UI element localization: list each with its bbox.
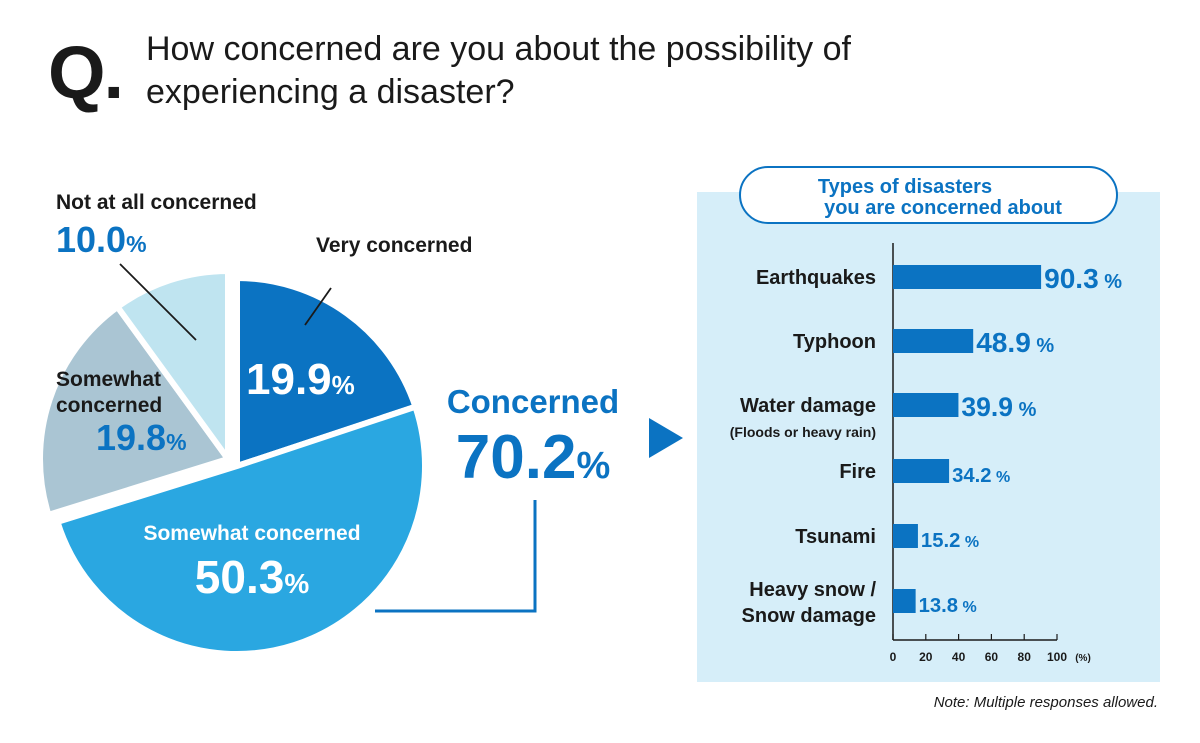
question-mark: Q. [48,31,124,114]
bar-2 [893,393,959,417]
label-not-at-all: Not at all concerned [56,191,257,214]
summary-value-unit: % [576,445,610,487]
value-somewhat-unconcerned: 19.8% [96,417,187,458]
summary-label: Concerned [447,383,619,420]
bar-value-label-0: 90.3 % [1044,263,1122,294]
bar-chart-title-line1: Types of disasters [818,176,992,198]
value-somewhat-concerned-unit: % [284,568,309,599]
value-somewhat-unconcerned-value: 19.8 [96,417,166,458]
pie-slice-somewhat-concerned [53,402,428,657]
bar-value-label-0-value: 90.3 [1044,263,1099,294]
bar-category-label-4: Tsunami [795,526,876,548]
question-text: How concerned are you about the possibil… [146,30,851,111]
label-very-concerned: Very concerned [316,234,472,257]
footnote: Note: Multiple responses allowed. [933,694,1158,711]
bar-5 [893,589,916,613]
bar-value-label-4-value: 15.2 [921,530,960,552]
bar-value-label-4-unit: % [960,534,979,551]
bar-category-sublabel-2: (Floods or heavy rain) [730,424,876,440]
summary-value: 70.2% [456,423,610,492]
bar-value-label-3-value: 34.2 [952,465,991,487]
label-somewhat-concerned: Somewhat concerned [143,522,360,545]
value-somewhat-concerned: 50.3% [195,551,310,603]
bar-value-label-3: 34.2 % [952,465,1010,487]
bar-value-label-4: 15.2 % [921,530,979,552]
value-very-concerned: 19.9% [246,355,355,404]
pie-chart [37,267,428,657]
bar-value-label-5-unit: % [958,599,977,616]
pie-labels: Not at all concerned 10.0% Very concerned 1… [56,191,472,603]
bar-x-tick-label-0: 0 [890,650,897,664]
bar-value-label-1: 48.9 % [976,327,1054,358]
bar-4 [893,524,918,548]
bar-value-label-1-value: 48.9 [976,327,1031,358]
value-somewhat-unconcerned-unit: % [166,429,186,455]
bar-3 [893,459,950,483]
arrow-icon [649,418,683,458]
bar-category-label-5-line2: Snow damage [742,605,876,627]
bar-x-tick-label-2: 40 [952,650,966,664]
leader-line-not-at-all [119,263,197,341]
bar-x-tick-label-5: 100 [1047,650,1067,664]
label-somewhat-unconcerned-line2: concerned [56,394,162,417]
bar-category-label-3: Fire [839,461,876,483]
bar-0 [893,265,1042,289]
bar-chart-title-box [739,166,1118,224]
bar-category-label-2: Water damage [740,395,876,417]
bar-x-tick-label-4: 80 [1018,650,1032,664]
bar-value-label-0-unit: % [1099,271,1123,293]
bar-x-tick-label-1: 20 [919,650,933,664]
value-somewhat-concerned-value: 50.3 [195,551,285,603]
bar-x-unit: (%) [1075,653,1091,664]
value-not-at-all: 10.0% [56,219,147,260]
bar-value-label-5: 13.8 % [919,595,977,617]
label-somewhat-unconcerned-line1: Somewhat [56,368,161,391]
value-not-at-all-value: 10.0 [56,219,126,260]
bar-x-tick-label-3: 60 [985,650,999,664]
bar-value-label-2-unit: % [1013,399,1037,421]
leader-line-very-concerned [304,287,332,326]
bar-value-label-5-value: 13.8 [919,595,958,617]
bar-chart-title-line2: you are concerned about [824,197,1062,219]
summary-bracket [375,500,537,613]
bar-value-label-3-unit: % [992,469,1011,486]
bar-category-label-1: Typhoon [793,331,876,353]
bar-1 [893,329,974,353]
pie-slice-not-at-all [113,267,231,469]
value-not-at-all-unit: % [126,231,146,257]
bar-category-label-0: Earthquakes [756,267,876,289]
bar-value-label-2: 39.9 % [961,392,1036,422]
value-very-concerned-unit: % [332,370,355,400]
pie-slice-somewhat-unconcerned [37,302,233,519]
bar-value-label-1-unit: % [1031,335,1055,357]
value-very-concerned-value: 19.9 [246,355,332,404]
summary-value-value: 70.2 [456,423,577,492]
bar-category-label-5-line1: Heavy snow / [749,579,876,601]
bar-value-label-2-value: 39.9 [961,392,1013,422]
